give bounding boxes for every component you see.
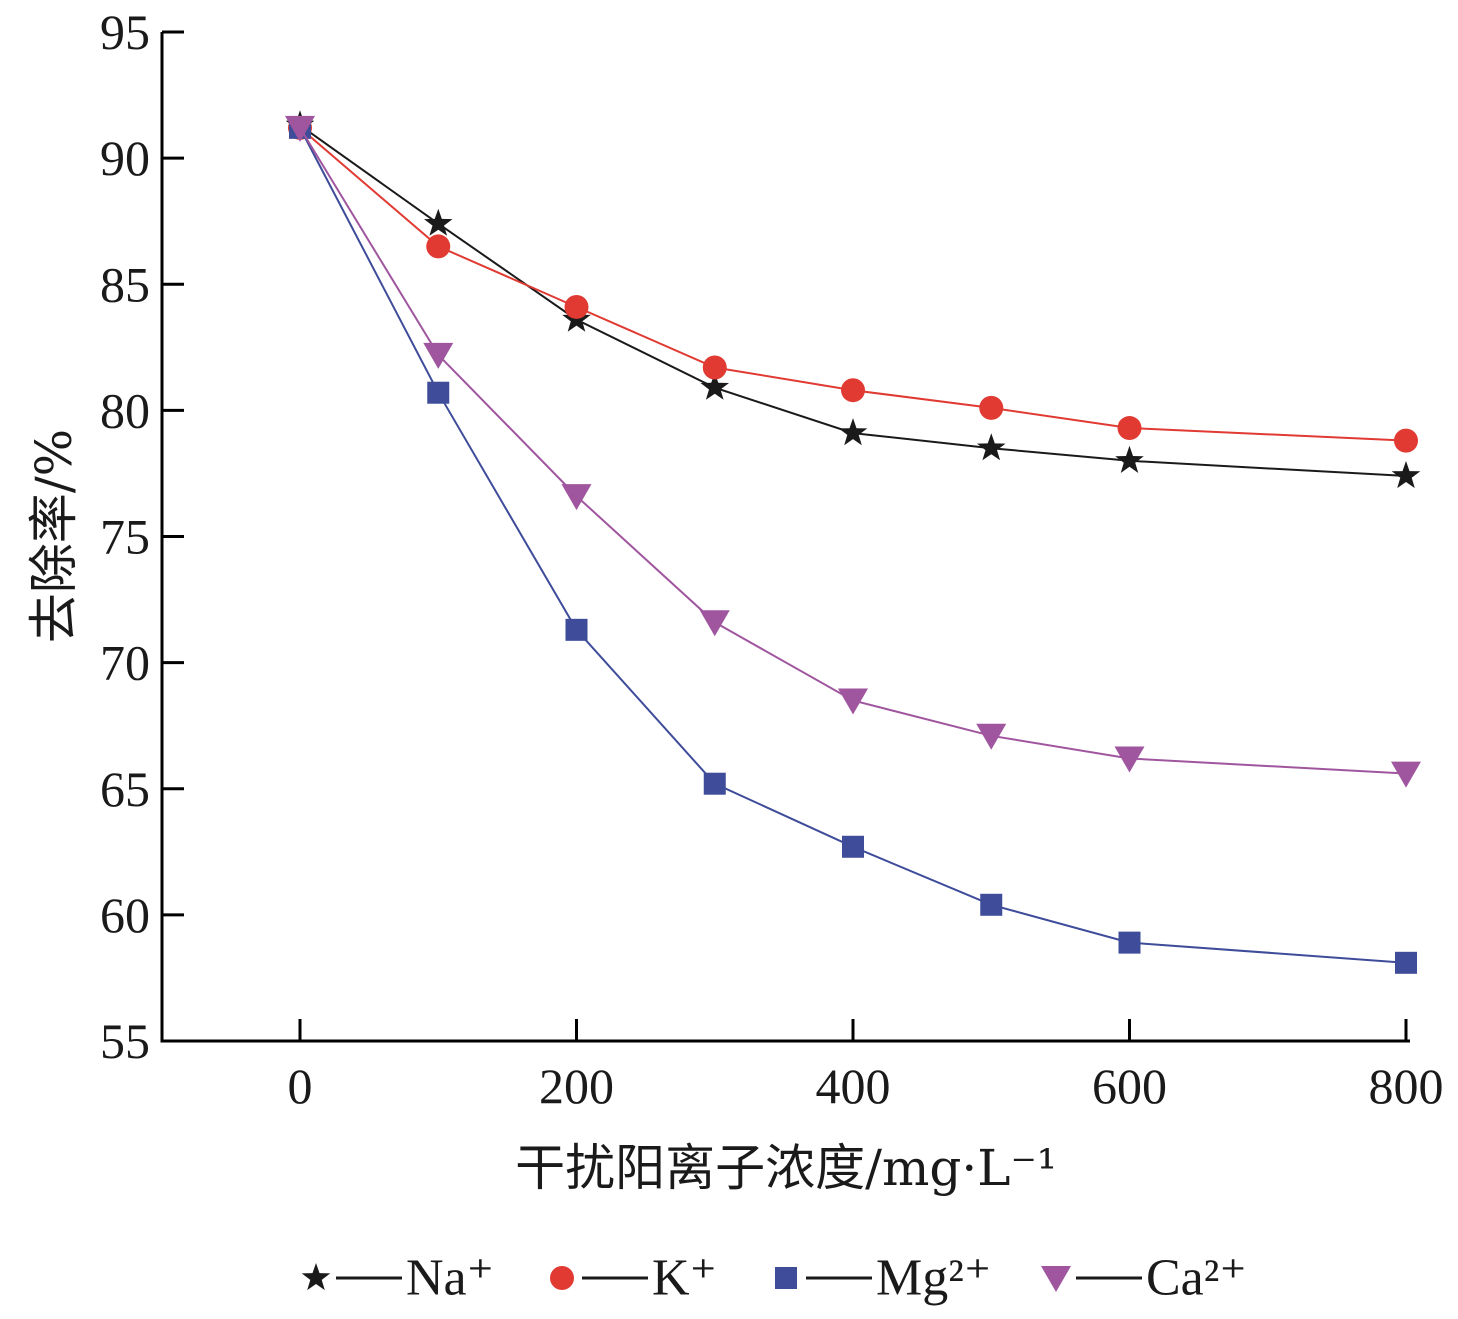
y-tick-label: 75 — [100, 509, 150, 565]
data-point — [423, 342, 454, 369]
legend-item: K⁺ — [550, 1250, 717, 1307]
data-point — [703, 772, 726, 795]
legend-marker — [550, 1266, 574, 1290]
data-point — [976, 723, 1007, 750]
series-0 — [285, 110, 1421, 489]
data-point — [427, 381, 450, 404]
y-tick-label: 95 — [100, 4, 150, 60]
data-point — [1117, 416, 1142, 441]
series-line — [299, 124, 1407, 477]
data-point — [700, 372, 729, 400]
axes — [160, 32, 1410, 1043]
series-group — [285, 110, 1421, 974]
y-tick-label: 70 — [100, 635, 150, 691]
legend-item: Mg²⁺ — [775, 1250, 991, 1307]
x-tick-label: 800 — [1369, 1058, 1444, 1114]
legend-label: Ca²⁺ — [1146, 1250, 1247, 1307]
data-point — [1391, 761, 1421, 788]
x-tick-label: 200 — [539, 1058, 614, 1114]
data-point — [1391, 461, 1421, 489]
y-axis-ticks: 55 60 65 70 75 80 85 90 95 — [100, 4, 184, 1069]
series-3 — [285, 115, 1421, 788]
data-point — [1118, 931, 1141, 954]
y-tick-label: 65 — [100, 761, 150, 817]
y-tick-label: 55 — [100, 1013, 150, 1069]
y-tick-label: 80 — [100, 382, 150, 438]
data-point — [1115, 445, 1144, 473]
series-line — [299, 127, 1407, 775]
x-tick-label: 0 — [288, 1058, 313, 1114]
data-point — [699, 610, 730, 637]
series-line — [299, 127, 1407, 442]
data-point — [285, 115, 315, 142]
x-axis-title: 干扰阳离子浓度/mg·L⁻¹ — [515, 1139, 1057, 1197]
data-point — [980, 893, 1003, 916]
legend-marker — [1041, 1266, 1071, 1292]
x-tick-label: 400 — [816, 1058, 891, 1114]
data-point — [1394, 428, 1418, 453]
series-1 — [288, 115, 1418, 453]
data-point — [564, 294, 589, 319]
data-point — [426, 234, 451, 259]
series-2 — [289, 116, 1417, 974]
data-point — [424, 208, 453, 236]
y-tick-label: 90 — [100, 130, 150, 186]
legend-marker — [775, 1267, 797, 1289]
legend-marker — [301, 1263, 331, 1291]
legend-item: Na⁺ — [301, 1250, 494, 1307]
data-point — [702, 355, 727, 380]
x-axis-ticks: 0 200 400 600 800 — [288, 1019, 1444, 1114]
data-point — [842, 835, 864, 858]
y-axis-title: 去除率/% — [25, 429, 83, 643]
legend-label: Mg²⁺ — [876, 1250, 991, 1307]
data-point — [1114, 746, 1145, 773]
legend-label: K⁺ — [652, 1250, 717, 1307]
legend-label: Na⁺ — [406, 1250, 494, 1307]
data-point — [838, 688, 868, 715]
data-point — [979, 395, 1004, 420]
data-point — [977, 433, 1006, 461]
data-point — [561, 484, 592, 511]
data-point — [841, 378, 865, 403]
y-tick-label: 60 — [100, 887, 150, 943]
data-point — [838, 418, 868, 446]
legend-item: Ca²⁺ — [1041, 1250, 1247, 1307]
data-point — [565, 618, 588, 641]
y-tick-label: 85 — [100, 256, 150, 312]
data-point — [1395, 951, 1417, 974]
legend: Na⁺ K⁺ Mg²⁺ Ca²⁺ — [301, 1250, 1247, 1307]
x-tick-label: 600 — [1092, 1058, 1167, 1114]
series-line — [299, 127, 1407, 964]
axis-frame — [160, 32, 1410, 1043]
